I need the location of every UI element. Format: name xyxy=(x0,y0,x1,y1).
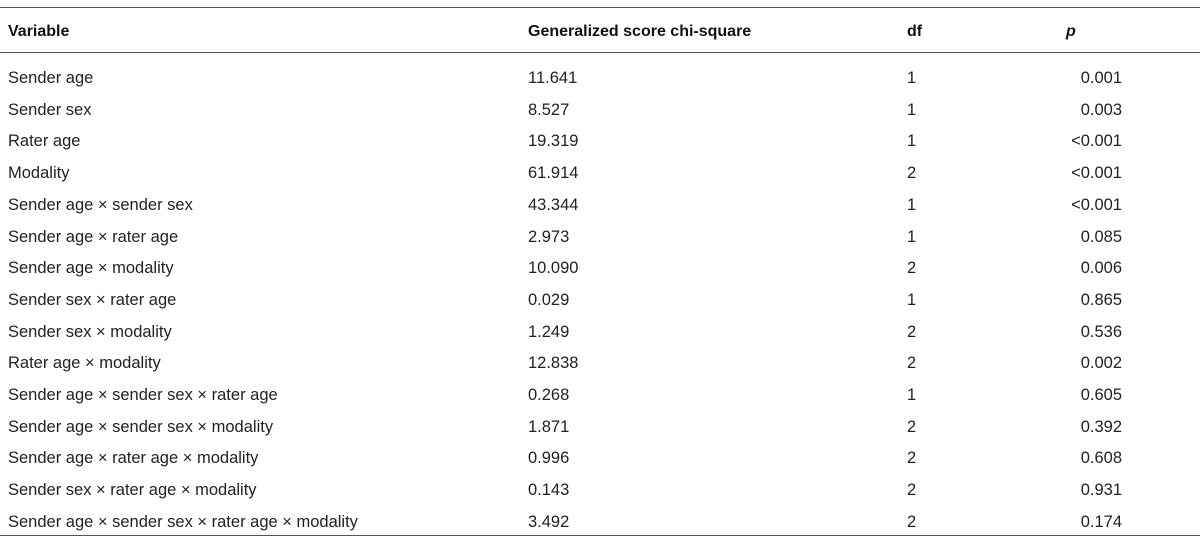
table-row: Modality 61.914 2 <0.001 xyxy=(0,158,1200,189)
table-row: Rater age 19.319 1 <0.001 xyxy=(0,126,1200,157)
header-df: df xyxy=(907,23,923,40)
cell-df: 2 xyxy=(907,164,917,183)
table-row: Sender age × sender sex × modality 1.871 2… xyxy=(0,412,1200,443)
cell-df: 1 xyxy=(907,386,917,404)
cell-variable: Modality xyxy=(8,164,70,183)
cell-df: 2 xyxy=(907,259,917,278)
cell-p: 0.174 xyxy=(1080,512,1122,531)
cell-variable: Sender sex × rater age × modality xyxy=(8,481,257,500)
cell-variable: Sender age × modality xyxy=(8,259,174,278)
cell-chi-square: 0.268 xyxy=(528,386,570,404)
table-row: Sender age × sender sex × rater age × mo… xyxy=(0,507,1200,538)
cell-df: 1 xyxy=(907,227,917,246)
cell-variable: Rater age xyxy=(8,132,81,151)
cell-p: 0.085 xyxy=(1080,227,1122,246)
cell-df: 2 xyxy=(907,354,917,373)
cell-chi-square: 3.492 xyxy=(528,512,570,531)
header-variable: Variable xyxy=(8,23,70,40)
table-row: Sender age 11.641 1 0.001 xyxy=(0,63,1200,94)
table-row: Sender age × rater age 2.973 1 0.085 xyxy=(0,222,1200,253)
table-row: Sender age × sender sex 43.344 1 <0.001 xyxy=(0,190,1200,221)
table-header-rule xyxy=(0,52,1200,53)
table-row: Sender sex × rater age × modality 0.143 2 0… xyxy=(0,475,1200,506)
cell-df: 2 xyxy=(907,449,917,468)
table-row: Sender age × rater age × modality 0.996 2 0… xyxy=(0,443,1200,474)
cell-df: 2 xyxy=(907,322,917,341)
header-chi-square: Generalized score chi-square xyxy=(528,23,752,40)
cell-chi-square: 10.090 xyxy=(528,259,579,278)
cell-chi-square: 1.249 xyxy=(528,322,570,341)
cell-chi-square: 0.996 xyxy=(528,449,570,468)
table-row: Sender age × sender sex × rater age 0.268… xyxy=(0,380,1200,411)
cell-p: 0.865 xyxy=(1080,290,1122,309)
cell-p: 0.931 xyxy=(1080,481,1122,500)
cell-df: 1 xyxy=(907,290,917,309)
table-row: Rater age × modality 12.838 2 0.002 xyxy=(0,348,1200,379)
cell-p: 0.392 xyxy=(1080,417,1122,436)
header-p: p xyxy=(1066,23,1076,40)
cell-df: 2 xyxy=(907,417,917,436)
cell-chi-square: 0.143 xyxy=(528,481,570,500)
cell-p: 0.608 xyxy=(1080,449,1122,468)
cell-p: 0.003 xyxy=(1080,100,1122,119)
table-row: Sender sex 8.527 1 0.003 xyxy=(0,95,1200,126)
table-top-rule xyxy=(0,7,1200,8)
cell-variable: Sender age × rater age × modality xyxy=(8,449,259,468)
cell-df: 1 xyxy=(907,132,917,151)
cell-variable: Sender age × sender sex × rater age xyxy=(8,386,278,404)
cell-df: 1 xyxy=(907,195,917,214)
cell-chi-square: 0.029 xyxy=(528,290,570,309)
cell-df: 1 xyxy=(907,100,917,119)
cell-p: 0.006 xyxy=(1080,259,1122,278)
cell-variable: Sender age × sender sex xyxy=(8,195,193,214)
table-row: Sender sex × rater age 0.029 1 0.865 xyxy=(0,285,1200,316)
cell-variable: Sender age × rater age xyxy=(8,227,179,246)
cell-chi-square: 1.871 xyxy=(528,417,570,436)
cell-p: 0.001 xyxy=(1080,69,1122,87)
cell-variable: Sender age × sender sex × rater age × mo… xyxy=(8,512,358,531)
cell-p: 0.605 xyxy=(1080,386,1122,404)
cell-df: 1 xyxy=(907,69,917,87)
cell-variable: Rater age × modality xyxy=(8,354,161,373)
cell-chi-square: 19.319 xyxy=(528,132,579,151)
cell-p: <0.001 xyxy=(1071,164,1122,183)
cell-p: 0.536 xyxy=(1080,322,1122,341)
cell-chi-square: 11.641 xyxy=(528,69,578,87)
cell-chi-square: 2.973 xyxy=(528,227,570,246)
cell-p: 0.002 xyxy=(1080,354,1122,373)
table-row: Sender age × modality 10.090 2 0.006 xyxy=(0,253,1200,284)
cell-chi-square: 12.838 xyxy=(528,354,579,373)
cell-chi-square: 43.344 xyxy=(528,195,579,214)
cell-df: 2 xyxy=(907,512,917,531)
cell-variable: Sender age xyxy=(8,69,94,87)
cell-df: 2 xyxy=(907,481,917,500)
table-row: Sender sex × modality 1.249 2 0.536 xyxy=(0,317,1200,348)
table-header-row: Variable Generalized score chi-square df… xyxy=(0,16,1200,47)
cell-variable: Sender sex × modality xyxy=(8,322,172,341)
cell-chi-square: 61.914 xyxy=(528,164,579,183)
cell-variable: Sender sex xyxy=(8,100,92,119)
cell-p: <0.001 xyxy=(1071,132,1122,151)
cell-variable: Sender sex × rater age xyxy=(8,290,177,309)
cell-p: <0.001 xyxy=(1071,195,1122,214)
cell-chi-square: 8.527 xyxy=(528,100,570,119)
cell-variable: Sender age × sender sex × modality xyxy=(8,417,274,436)
table-bottom-rule xyxy=(0,535,1200,536)
